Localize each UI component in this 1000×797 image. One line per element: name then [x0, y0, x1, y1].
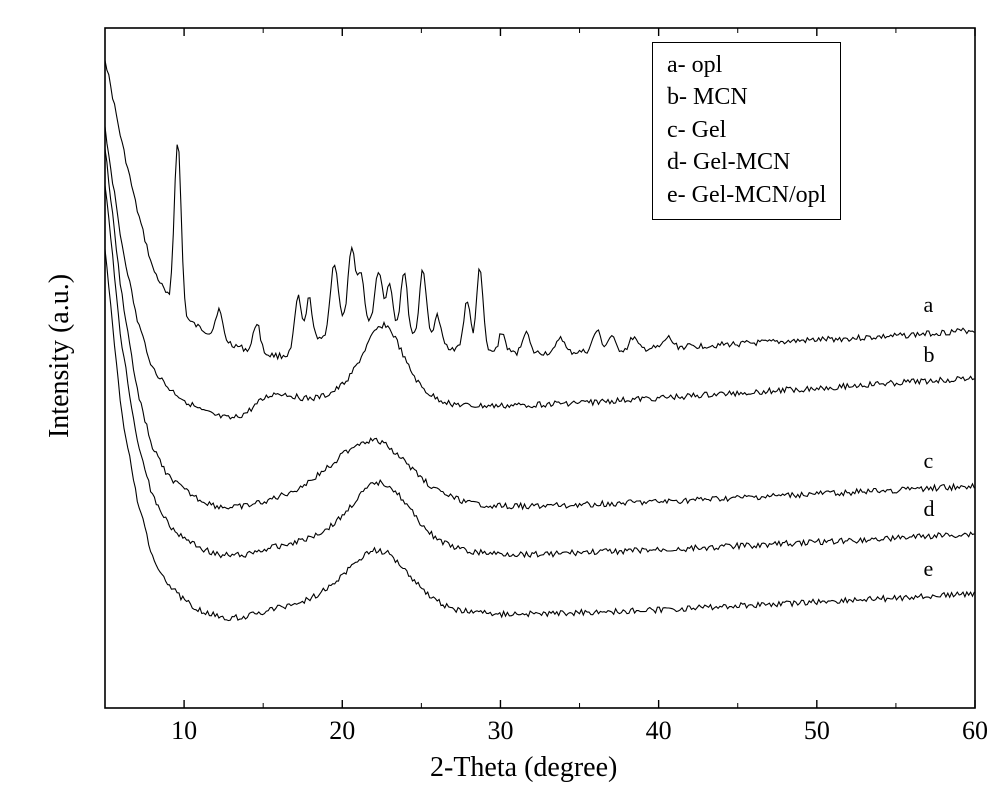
x-tick-2: 30: [480, 716, 520, 746]
legend-item-a: a- opl: [667, 49, 826, 81]
series-marker-a: a: [924, 292, 934, 318]
y-axis-label: Intensity (a.u.): [44, 256, 76, 456]
x-tick-1: 20: [322, 716, 362, 746]
x-tick-0: 10: [164, 716, 204, 746]
x-axis-label: 2-Theta (degree): [430, 752, 617, 784]
series-marker-b: b: [924, 342, 935, 368]
series-marker-c: c: [924, 448, 934, 474]
xrd-figure: Intensity (a.u.) 2-Theta (degree) 10 20 …: [0, 0, 1000, 797]
legend-box: a- opl b- MCN c- Gel d- Gel-MCN e- Gel-M…: [652, 42, 841, 220]
legend-item-b: b- MCN: [667, 81, 826, 113]
series-marker-d: d: [924, 496, 935, 522]
series-marker-e: e: [924, 556, 934, 582]
x-tick-5: 60: [955, 716, 995, 746]
x-tick-4: 50: [797, 716, 837, 746]
x-tick-3: 40: [639, 716, 679, 746]
legend-item-d: d- Gel-MCN: [667, 146, 826, 178]
legend-item-e: e- Gel-MCN/opl: [667, 179, 826, 211]
plot-svg: [0, 0, 1000, 797]
legend-item-c: c- Gel: [667, 114, 826, 146]
